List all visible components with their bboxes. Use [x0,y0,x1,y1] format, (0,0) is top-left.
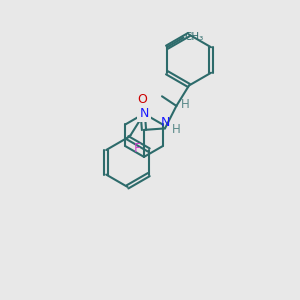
Text: H: H [172,123,180,136]
Text: N: N [160,116,170,130]
Text: H: H [181,98,190,111]
Text: O: O [138,94,147,106]
Text: CH₃: CH₃ [184,32,204,42]
Text: F: F [134,142,141,155]
Text: N: N [139,107,149,120]
